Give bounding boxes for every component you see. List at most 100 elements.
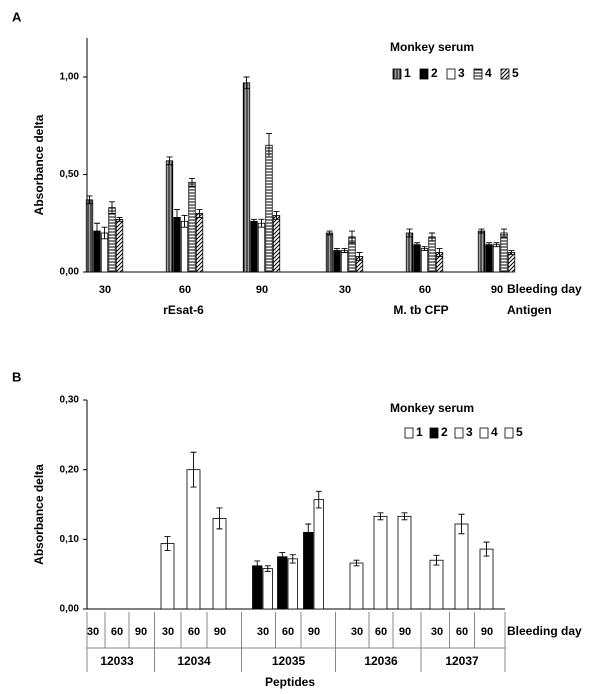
legend-label: 2 xyxy=(441,425,448,439)
error-bar xyxy=(353,559,360,567)
y-tick-label: 0,30 xyxy=(60,395,80,406)
error-bar xyxy=(458,513,465,535)
error-bar xyxy=(109,201,115,214)
y-tick-label: 1,00 xyxy=(60,72,80,83)
legend-swatch xyxy=(446,68,456,80)
error-bar xyxy=(508,250,515,255)
bar xyxy=(325,232,334,273)
bar xyxy=(313,499,324,610)
error-bar xyxy=(266,133,272,158)
error-bar xyxy=(436,248,443,257)
bar xyxy=(277,556,288,610)
error-bar xyxy=(349,230,355,244)
error-bar xyxy=(251,218,257,224)
error-bar xyxy=(116,216,123,222)
legend-label: 3 xyxy=(458,66,465,80)
group-label: M. tb CFP xyxy=(393,303,448,317)
x-tick-label: 90 xyxy=(214,626,226,638)
error-bar xyxy=(334,248,340,253)
legend-swatch xyxy=(500,68,510,80)
y-axis-label: Absorbance delta xyxy=(32,114,46,215)
bar xyxy=(252,565,263,610)
x-axis-label: Bleeding day xyxy=(507,282,582,296)
y-tick-label: 0,00 xyxy=(60,604,80,615)
bar xyxy=(186,469,201,610)
bar xyxy=(262,568,273,610)
error-bar xyxy=(243,76,250,90)
bar xyxy=(485,244,493,273)
x-tick-label: 60 xyxy=(282,626,294,638)
legend-label: 1 xyxy=(404,66,411,80)
error-bar xyxy=(190,451,197,488)
group-axis-label: Antigen xyxy=(507,303,552,317)
group-label: 12036 xyxy=(364,654,398,668)
error-bar xyxy=(421,246,428,251)
error-bar xyxy=(478,228,485,234)
x-tick-label: 60 xyxy=(375,626,387,638)
bar xyxy=(188,181,196,273)
error-bar xyxy=(196,209,203,218)
group-axis-label: Peptides xyxy=(265,675,315,689)
bar xyxy=(333,250,341,273)
bar xyxy=(195,213,204,273)
legend-label: 2 xyxy=(431,66,438,80)
bar xyxy=(287,558,298,610)
x-tick-label: 60 xyxy=(111,626,123,638)
bar xyxy=(507,252,516,273)
panel-label: A xyxy=(12,9,22,24)
error-bar xyxy=(216,507,223,530)
error-bar xyxy=(493,242,500,248)
bar xyxy=(265,144,273,273)
error-bar xyxy=(401,512,408,521)
legend-swatch xyxy=(479,427,489,439)
bar xyxy=(477,230,486,273)
error-bar xyxy=(279,552,286,562)
x-tick-label: 60 xyxy=(419,284,431,296)
error-bar xyxy=(501,228,507,238)
error-bar xyxy=(94,222,100,240)
group-label: 12034 xyxy=(177,654,211,668)
bar xyxy=(429,559,444,610)
x-tick-label: 90 xyxy=(256,284,268,296)
error-bar xyxy=(166,156,173,166)
bar xyxy=(340,250,349,273)
y-tick-label: 0,50 xyxy=(60,169,80,180)
bar xyxy=(428,236,436,273)
x-tick-label: 60 xyxy=(179,284,191,296)
bar xyxy=(242,82,251,273)
error-bar xyxy=(483,541,490,557)
bar xyxy=(160,543,175,610)
legend-swatch xyxy=(454,427,464,439)
bar xyxy=(272,215,281,273)
legend-title: Monkey serum xyxy=(390,40,474,54)
bar xyxy=(85,199,94,273)
error-bar xyxy=(486,242,492,248)
bar xyxy=(397,515,412,610)
bar xyxy=(454,523,469,610)
error-bar xyxy=(254,560,261,572)
bar xyxy=(420,248,429,273)
x-tick-label: 30 xyxy=(99,284,111,296)
error-bar xyxy=(377,512,384,521)
bar xyxy=(212,518,227,610)
error-bar xyxy=(429,232,435,242)
error-bar xyxy=(315,490,322,509)
group-label: 12037 xyxy=(445,654,479,668)
group-label: 12033 xyxy=(100,654,134,668)
legend-title: Monkey serum xyxy=(390,401,474,415)
legend-swatch xyxy=(429,427,439,439)
error-bar xyxy=(181,215,188,228)
legend-label: 1 xyxy=(416,425,423,439)
error-bar xyxy=(174,209,180,226)
error-bar xyxy=(86,195,93,205)
error-bar xyxy=(101,226,108,240)
x-tick-label: 90 xyxy=(399,626,411,638)
error-bar xyxy=(258,218,265,228)
x-tick-label: 90 xyxy=(135,626,147,638)
x-tick-label: 30 xyxy=(257,626,269,638)
bar xyxy=(250,220,258,273)
x-tick-label: 60 xyxy=(456,626,468,638)
y-tick-label: 0,00 xyxy=(60,267,80,278)
group-label: rEsat-6 xyxy=(163,303,204,317)
